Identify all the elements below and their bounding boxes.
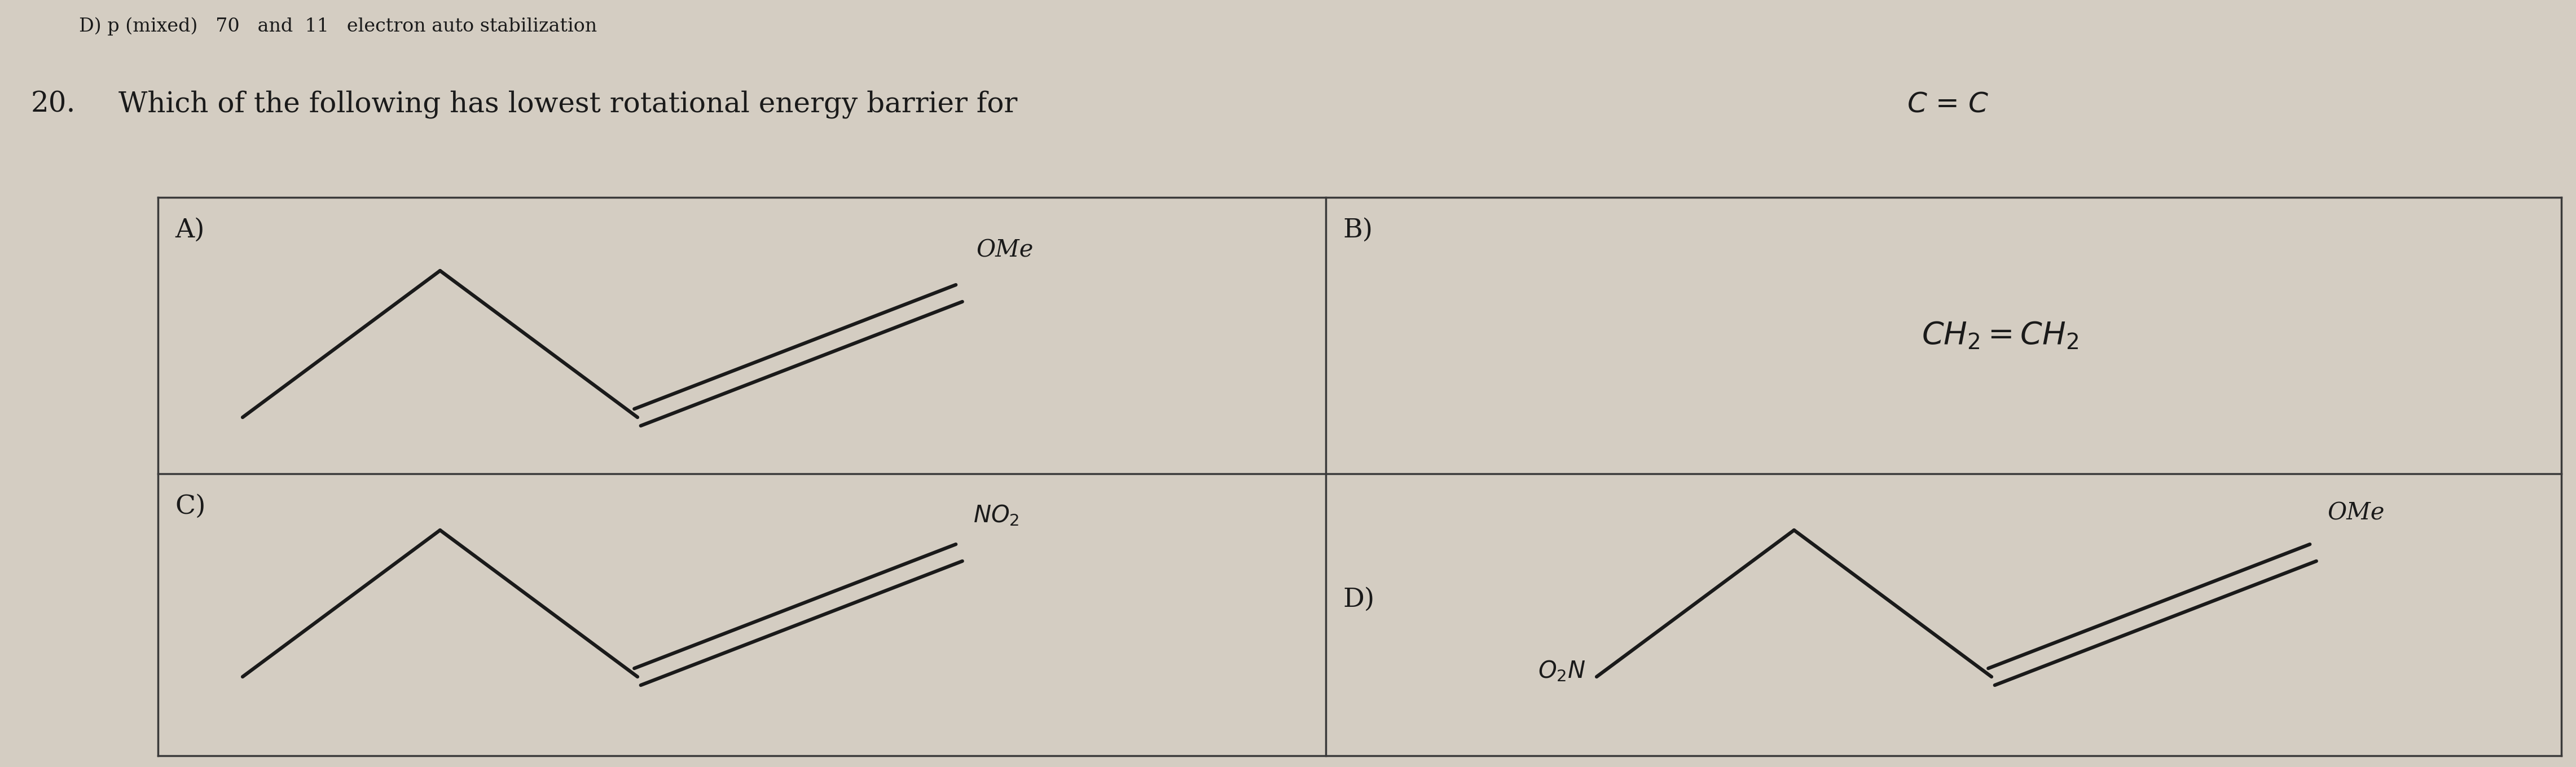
Text: D): D): [1342, 587, 1376, 612]
Text: 20.: 20.: [31, 91, 75, 118]
Text: $NO_2$: $NO_2$: [974, 503, 1020, 528]
Text: $CH_2 = CH_2$: $CH_2 = CH_2$: [1922, 320, 2079, 351]
Text: OMe: OMe: [2326, 501, 2385, 525]
Text: $O_2N$: $O_2N$: [1538, 659, 1584, 683]
Text: B): B): [1342, 217, 1373, 242]
Text: A): A): [175, 217, 204, 242]
Text: $\it{C}$ = $\it{C}$: $\it{C}$ = $\it{C}$: [1906, 91, 1989, 118]
Text: C): C): [175, 493, 206, 519]
Text: D) p (mixed)   70   and  11   electron auto stabilization: D) p (mixed) 70 and 11 electron auto sta…: [80, 17, 598, 35]
Text: Which of the following has lowest rotational energy barrier for: Which of the following has lowest rotati…: [118, 91, 1036, 118]
Text: OMe: OMe: [976, 239, 1033, 262]
